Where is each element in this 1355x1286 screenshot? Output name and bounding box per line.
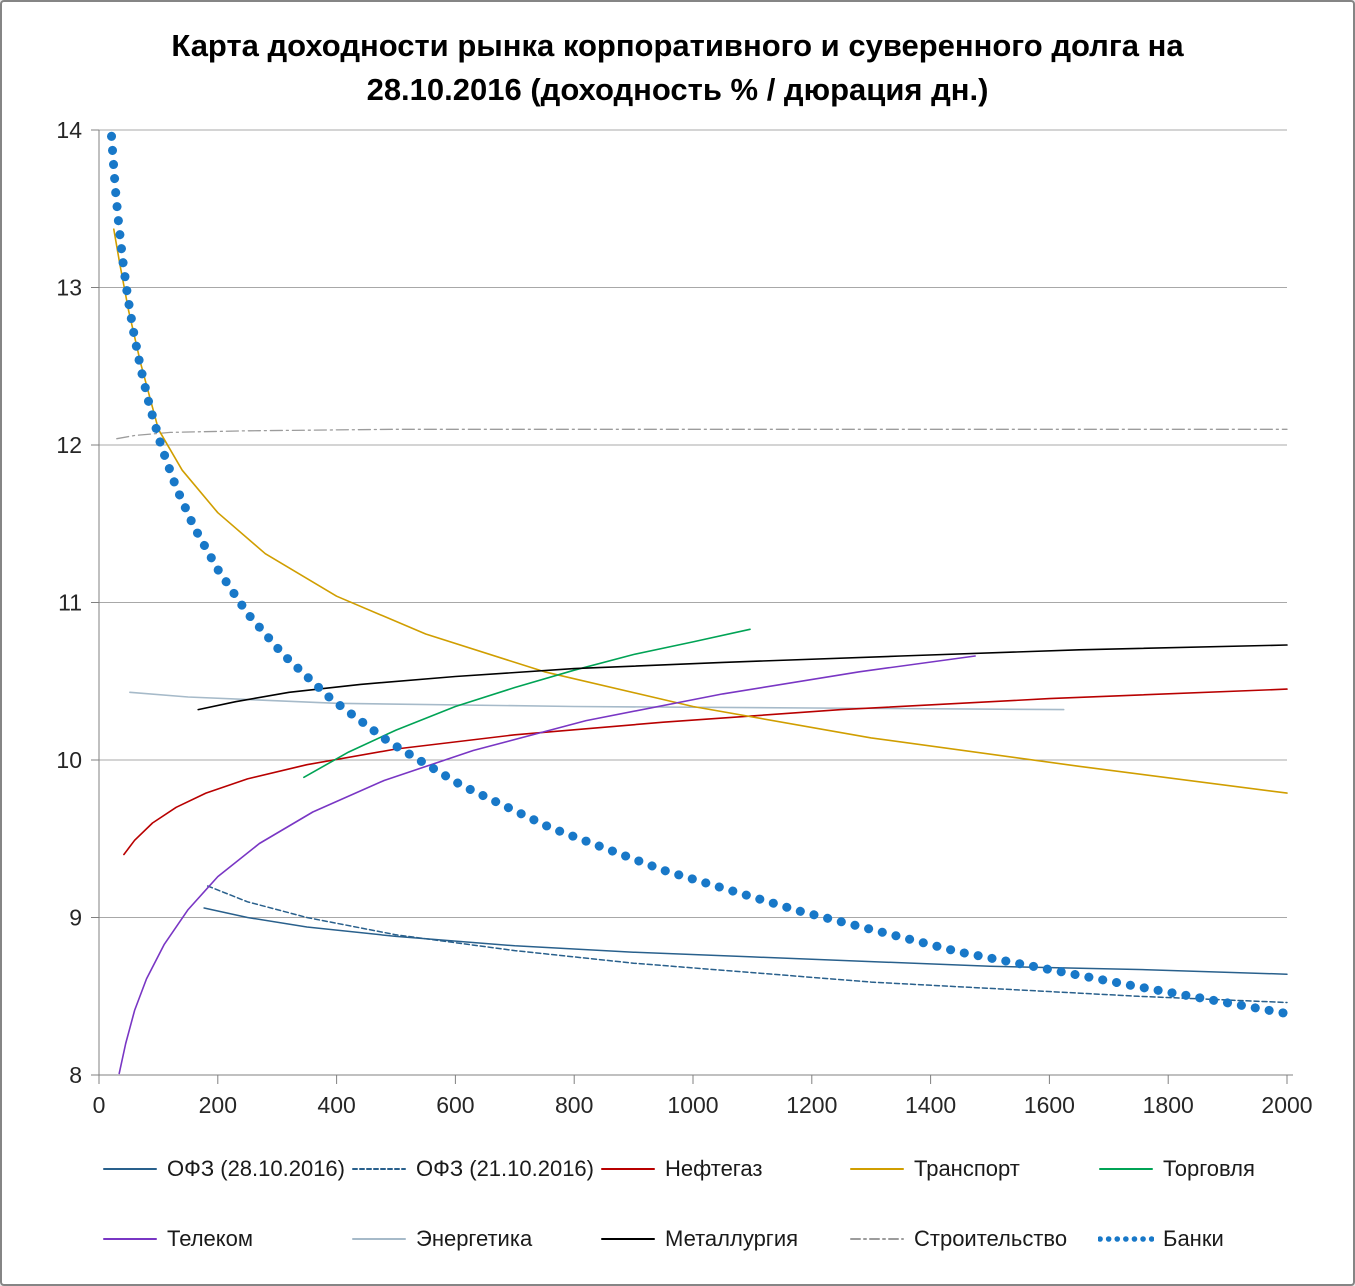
chart-title: Карта доходности рынка корпоративного и … xyxy=(2,24,1353,112)
legend-swatch-energetika xyxy=(352,1238,406,1240)
legend-item-transport: Транспорт xyxy=(849,1156,1098,1182)
legend-label-stroitelstvo: Строительство xyxy=(914,1226,1068,1251)
y-tick-label: 9 xyxy=(69,905,82,931)
legend-item-neftegaz: Нефтегаз xyxy=(600,1156,849,1182)
y-tick-label: 14 xyxy=(56,117,82,143)
legend-swatch-torgovlya xyxy=(1099,1168,1153,1170)
legend-item-torgovlya: Торговля xyxy=(1098,1156,1347,1182)
legend-row-2: Телеком Энергетика Металлургия Строительств… xyxy=(102,1226,1352,1252)
legend-swatch-ofz-28-10-2016 xyxy=(103,1168,157,1170)
legend-item-stroitelstvo: Строительство xyxy=(849,1226,1098,1252)
series-line-torgovlya xyxy=(303,628,751,779)
legend-swatch-ofz-21-10-2016 xyxy=(352,1168,406,1170)
x-tick-label: 0 xyxy=(93,1092,106,1118)
series-line-ofz-28-10-2016 xyxy=(203,907,1288,975)
x-tick-label: 1600 xyxy=(1024,1092,1075,1118)
series-line-telekom xyxy=(118,655,976,1075)
x-tick-label: 800 xyxy=(555,1092,593,1118)
x-tick-label: 200 xyxy=(199,1092,237,1118)
legend-label-ofz-28-10-2016: ОФЗ (28.10.2016) xyxy=(167,1156,345,1181)
chart-title-line1: Карта доходности рынка корпоративного и … xyxy=(171,28,1184,63)
series-line-neftegaz xyxy=(123,688,1288,856)
legend-item-energetika: Энергетика xyxy=(351,1226,600,1252)
legend-swatch-neftegaz xyxy=(601,1168,655,1170)
series-line-transport xyxy=(113,228,1288,794)
legend-item-metallurgiya: Металлургия xyxy=(600,1226,849,1252)
x-tick-label: 400 xyxy=(317,1092,355,1118)
legend-swatch-telekom xyxy=(103,1238,157,1240)
series-line-ofz-21-10-2016 xyxy=(206,885,1288,1004)
y-tick-label: 13 xyxy=(56,275,82,301)
series-line-metallurgiya xyxy=(197,644,1288,711)
series-line-banki xyxy=(107,131,1292,1019)
legend-swatch-banki xyxy=(1098,1236,1154,1242)
chart-title-line2: 28.10.2016 (доходность % / дюрация дн.) xyxy=(366,72,989,107)
legend-label-torgovlya: Торговля xyxy=(1163,1156,1255,1181)
x-tick-label: 1200 xyxy=(786,1092,837,1118)
x-tick-label: 1400 xyxy=(905,1092,956,1118)
x-tick-label: 1000 xyxy=(667,1092,718,1118)
x-tick-label: 2000 xyxy=(1261,1092,1312,1118)
y-tick-label: 12 xyxy=(56,432,82,458)
y-tick-label: 8 xyxy=(69,1062,82,1088)
legend-label-energetika: Энергетика xyxy=(416,1226,533,1251)
legend-swatch-transport xyxy=(850,1168,904,1170)
x-tick-label: 1800 xyxy=(1143,1092,1194,1118)
legend-label-telekom: Телеком xyxy=(167,1226,254,1251)
legend-item-ofz-21-10-2016: ОФЗ (21.10.2016) xyxy=(351,1156,600,1182)
x-tick-label: 600 xyxy=(436,1092,474,1118)
legend-item-telekom: Телеком xyxy=(102,1226,351,1252)
legend-label-metallurgiya: Металлургия xyxy=(665,1226,799,1251)
legend-label-transport: Транспорт xyxy=(914,1156,1020,1181)
legend-swatch-stroitelstvo xyxy=(850,1238,904,1240)
y-tick-label: 10 xyxy=(56,747,82,773)
series-line-stroitelstvo xyxy=(116,428,1288,440)
legend-label-neftegaz: Нефтегаз xyxy=(665,1156,763,1181)
y-tick-label: 11 xyxy=(58,590,82,616)
legend-item-ofz-28-10-2016: ОФЗ (28.10.2016) xyxy=(102,1156,351,1182)
legend-swatch-metallurgiya xyxy=(601,1238,655,1240)
legend-row-1: ОФЗ (28.10.2016) ОФЗ (21.10.2016) Нефтегаз… xyxy=(102,1156,1352,1182)
legend-label-banki: Банки xyxy=(1163,1226,1224,1251)
legend-label-ofz-21-10-2016: ОФЗ (21.10.2016) xyxy=(416,1156,594,1181)
legend-item-banki: Банки xyxy=(1098,1226,1347,1252)
